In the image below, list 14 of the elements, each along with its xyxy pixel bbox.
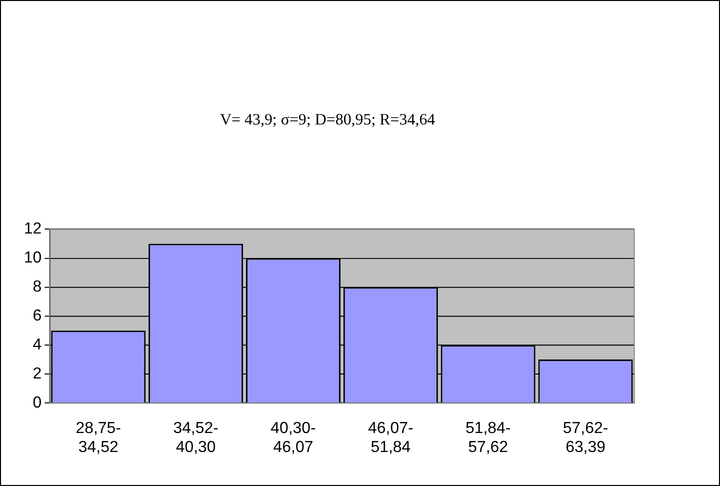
x-tick-label: 28,75-34,52 bbox=[76, 420, 121, 456]
x-tick-label: 51,84-57,62 bbox=[465, 420, 511, 456]
x-tick-label: 40,30-46,07 bbox=[270, 420, 316, 456]
y-tick-label: 12 bbox=[24, 220, 42, 238]
y-tick-label: 6 bbox=[32, 307, 42, 324]
x-tick-label: 46,07-51,84 bbox=[368, 420, 414, 456]
y-tick-label: 8 bbox=[32, 278, 42, 296]
chart-title: V= 43,9; σ=9; D=80,95; R=34,64 bbox=[220, 111, 436, 128]
y-tick-label: 10 bbox=[24, 250, 42, 267]
y-tick-label: 4 bbox=[32, 336, 42, 354]
y-tick-label: 0 bbox=[32, 394, 42, 412]
x-tick-label: 34,52-40,30 bbox=[173, 420, 218, 456]
y-tick-label: 2 bbox=[32, 365, 42, 382]
x-tick-label: 57,62-63,39 bbox=[562, 420, 608, 456]
